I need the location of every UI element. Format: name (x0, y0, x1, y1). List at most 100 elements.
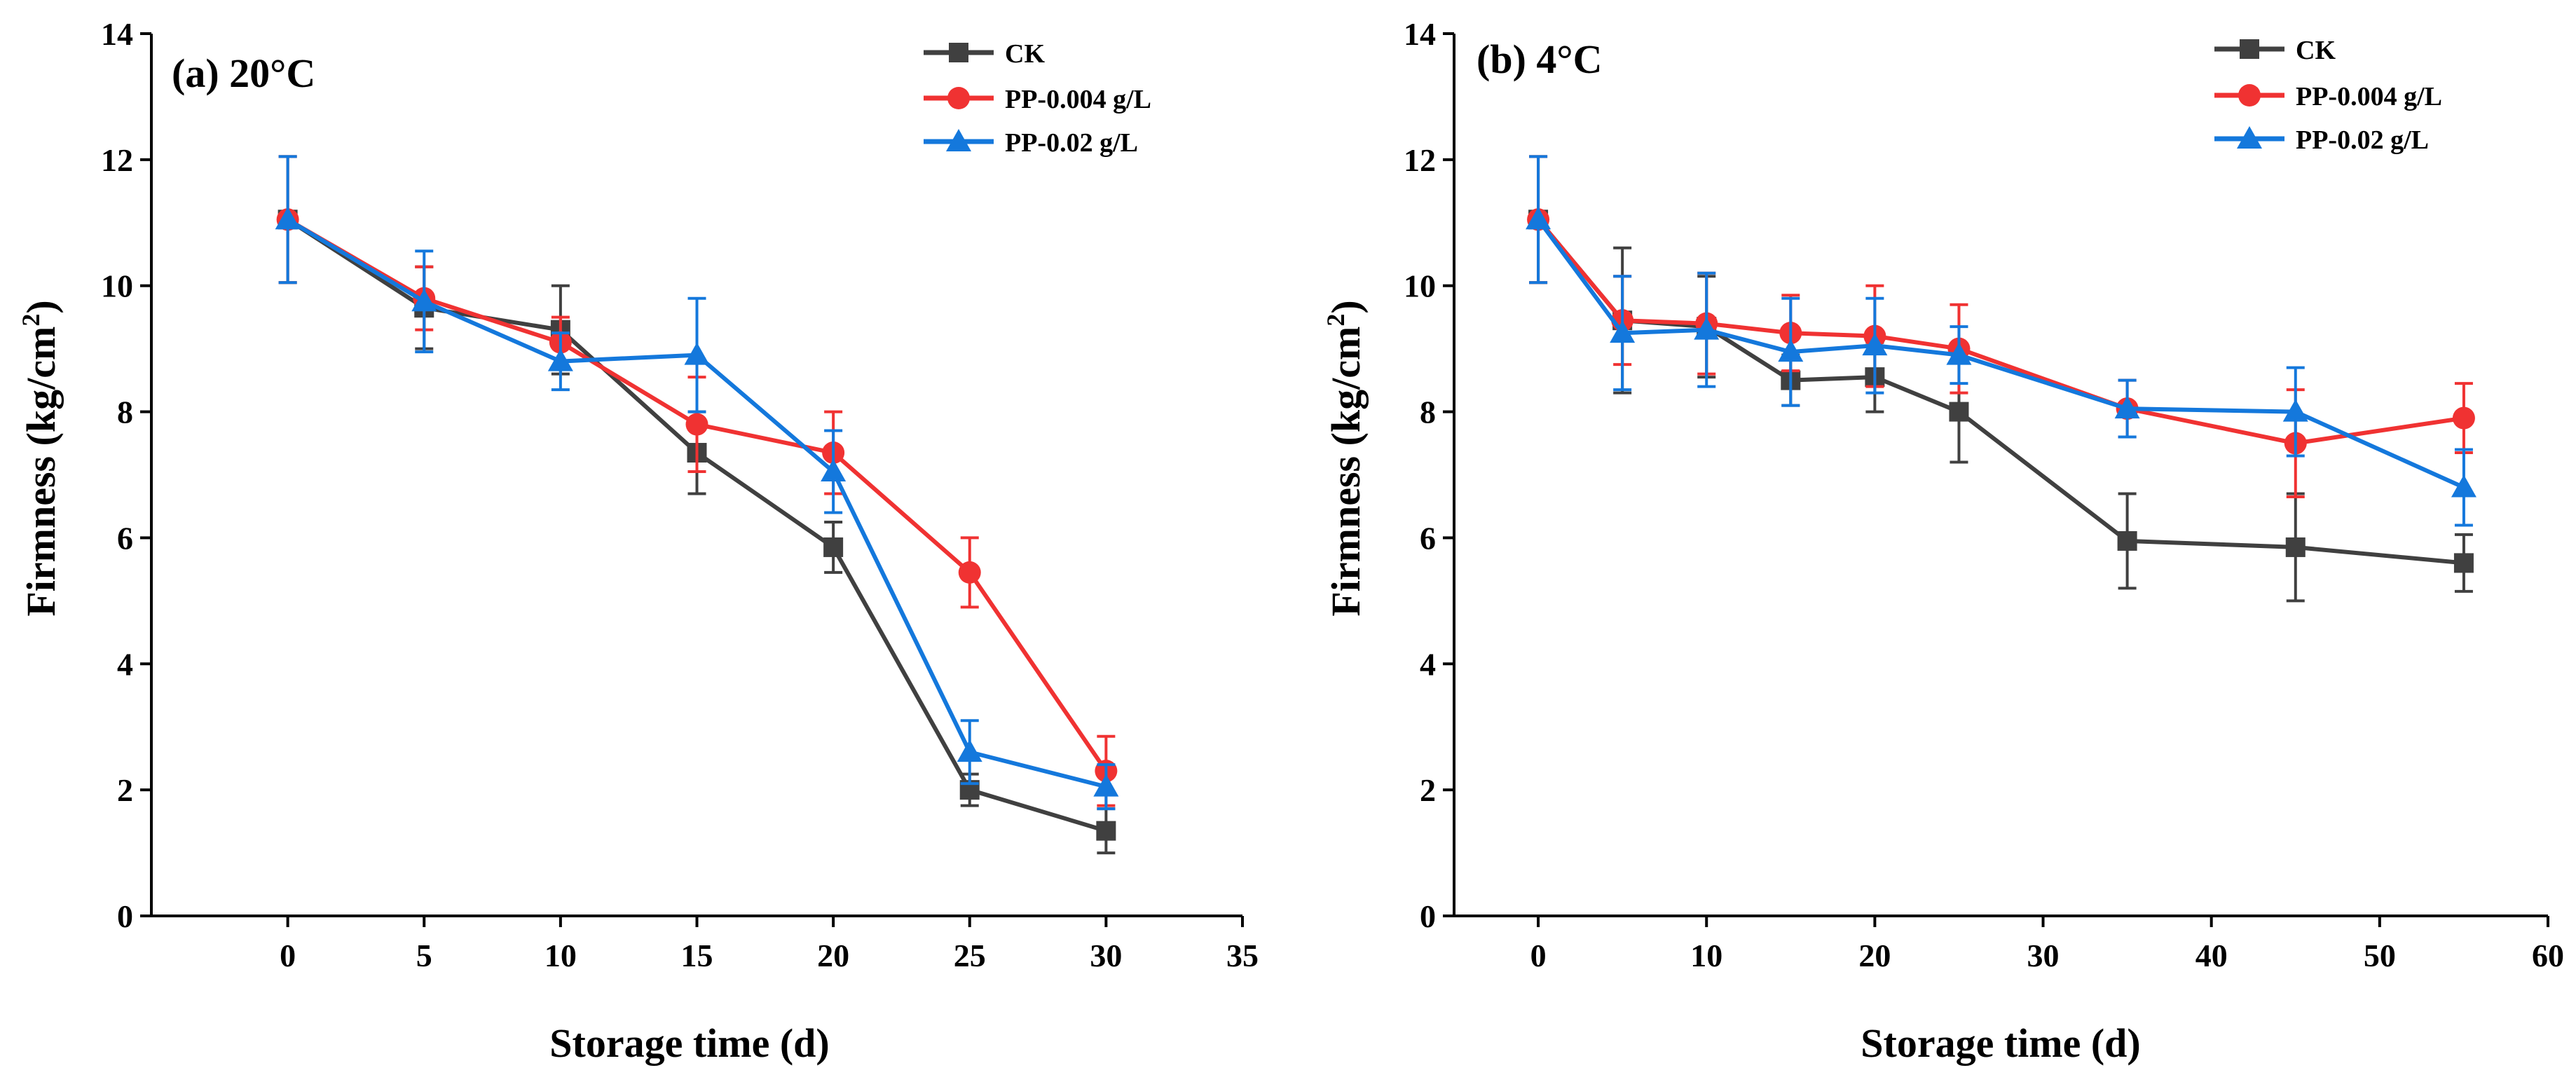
panel-a-y-tick-label: 2 (117, 772, 133, 808)
panel-b-axes (1453, 34, 2548, 917)
panel-a-title: (a) 20°C (172, 50, 315, 96)
panel-b-series-line-ck (1536, 218, 2465, 566)
panel-a-y-ticks: 0 2 4 6 8 10 12 14 (101, 16, 151, 934)
panel-b-y-tick-label: 6 (1420, 520, 1436, 556)
panel-a-legend-label-ck: CK (1005, 39, 1045, 69)
panel-b-y-tick-label: 4 (1420, 646, 1436, 682)
panel-b-y-axis-title-sup: 2 (1322, 314, 1350, 327)
panel-a-data-point-pp02 (1093, 774, 1119, 797)
panel-a-x-tick-label: 0 (280, 938, 296, 973)
panel-a-y-tick-label: 4 (117, 646, 133, 682)
panel-b-data-point-ck (2453, 553, 2474, 573)
panel-a-x-tick-label: 15 (681, 938, 713, 973)
panel-b-legend-item-pp004: PP-0.004 g/L (2214, 82, 2442, 111)
panel-b-data-point-pp02 (2282, 399, 2308, 422)
panel-b-title: (b) 4°C (1477, 36, 1602, 82)
panel-a-data-point-pp02 (821, 459, 847, 482)
panel-a-y-axis-title: Firmness (kg/cm2) (17, 300, 64, 616)
panel-a-x-axis-title: Storage time (d) (549, 1020, 829, 1066)
panel-b-y-axis-title-close: ) (1323, 300, 1369, 313)
panel-b-y-tick-label: 10 (1404, 268, 1436, 304)
panel-b-data-point-ck (2285, 537, 2306, 557)
panel-a-data-point-pp004 (685, 413, 708, 436)
panel-a-x-tick-label: 5 (416, 938, 432, 973)
panel-a-y-tick-label: 14 (101, 16, 133, 52)
panel-b-legend-item-pp02: PP-0.02 g/L (2214, 125, 2429, 155)
panel-b-data-point-pp02 (2114, 396, 2140, 419)
panel-b-y-tick-label: 14 (1404, 16, 1436, 52)
legend-square-marker (2240, 39, 2259, 59)
panel-a-y-axis-title-close: ) (18, 300, 64, 313)
panel-a-x-tick-label: 35 (1226, 938, 1259, 973)
panel-a-data-point-pp02 (411, 289, 437, 312)
panel-a-legend: CK PP-0.004 g/L PP-0.02 g/L (924, 39, 1151, 158)
panel-b-data-point-ck (2117, 530, 2137, 551)
panel-b-x-tick-label: 60 (2532, 938, 2564, 973)
panel-b-data-point-pp02 (1778, 339, 1804, 362)
panel-a-y-tick-label: 10 (101, 268, 133, 304)
panel-a-legend-item-pp004: PP-0.004 g/L (924, 85, 1151, 114)
panel-a-series-pp02 (275, 155, 1119, 811)
panel-a-data-point-pp02 (275, 207, 301, 230)
panel-b-series-line-pp02 (1536, 218, 2465, 490)
panel-b-x-ticks: 0 10 20 30 40 50 60 (1530, 916, 2564, 973)
panel-a-x-tick-label: 10 (544, 938, 577, 973)
panel-a-data-point-ck (823, 537, 844, 557)
panel-b-data-point-ck (1949, 402, 1969, 422)
panel-a-series-ck (278, 155, 1116, 855)
panel-a-legend-item-ck: CK (924, 39, 1045, 69)
panel-b-series (1526, 155, 2476, 603)
legend-triangle-marker (2237, 126, 2262, 149)
legend-circle-marker (947, 87, 970, 109)
panel-a-y-tick-label: 12 (101, 142, 133, 178)
panel-b-y-axis-title-main: Firmness (kg/cm (1323, 327, 1369, 617)
panel-b-y-tick-label: 0 (1420, 898, 1436, 934)
panel-a-y-axis-title-main: Firmness (kg/cm (18, 327, 64, 617)
panel-a-y-axis-title-sup: 2 (17, 314, 45, 327)
panel-a-data-point-ck (1096, 821, 1116, 841)
panel-b-series-ck (1528, 155, 2474, 603)
panel-b-y-axis-title: Firmness (kg/cm2) (1322, 300, 1369, 616)
panel-b-series-pp02 (1526, 155, 2476, 527)
panel-b-y-tick-label: 2 (1420, 772, 1436, 808)
panel-a-x-ticks: 0 5 10 15 20 25 30 35 (280, 916, 1259, 973)
panel-b-y-ticks: 0 2 4 6 8 10 12 14 (1404, 16, 1454, 934)
panel-a-y-tick-label: 8 (117, 395, 133, 430)
panel-a-data-point-pp004 (958, 561, 981, 584)
panel-a-x-tick-label: 25 (954, 938, 986, 973)
panel-a-20c: 0 2 4 6 8 10 12 14 0 5 10 15 20 25 30 35 (a) 20°C Stor… (17, 16, 1259, 1066)
panel-a-y-tick-label: 0 (117, 898, 133, 934)
panel-a-legend-item-pp02: PP-0.02 g/L (924, 128, 1138, 158)
panel-b-data-point-pp02 (1526, 207, 1551, 230)
panel-b-data-point-pp02 (1862, 333, 1888, 356)
panel-a-data-point-pp02 (547, 348, 573, 371)
panel-a-series (275, 155, 1119, 855)
panel-b-y-tick-label: 8 (1420, 395, 1436, 430)
panel-b-data-point-pp02 (1694, 317, 1720, 340)
panel-b-x-tick-label: 0 (1530, 938, 1547, 973)
panel-a-x-tick-label: 30 (1090, 938, 1122, 973)
panel-b-data-point-pp02 (2451, 474, 2476, 498)
panel-b-data-point-pp004 (2452, 406, 2475, 430)
panel-b-legend-label-pp004: PP-0.004 g/L (2296, 82, 2442, 111)
panel-a-data-point-pp02 (684, 342, 710, 365)
panel-b-x-axis-title: Storage time (d) (1861, 1020, 2140, 1066)
legend-circle-marker (2238, 84, 2261, 107)
legend-square-marker (949, 43, 968, 62)
legend-triangle-marker (946, 129, 971, 151)
panel-b-x-tick-label: 50 (2364, 938, 2396, 973)
panel-a-legend-label-pp004: PP-0.004 g/L (1005, 85, 1151, 114)
panel-b-legend-label-pp02: PP-0.02 g/L (2296, 125, 2429, 155)
panel-b-x-tick-label: 10 (1690, 938, 1722, 973)
panel-b-data-point-pp02 (1610, 320, 1636, 343)
panel-b-legend-label-ck: CK (2296, 36, 2336, 65)
panel-b-x-tick-label: 40 (2195, 938, 2228, 973)
panel-a-y-tick-label: 6 (117, 520, 133, 556)
panel-b-x-tick-label: 20 (1858, 938, 1891, 973)
panel-b-y-tick-label: 12 (1404, 142, 1436, 178)
panel-a-data-point-pp02 (957, 739, 982, 762)
panel-b-legend: CK PP-0.004 g/L PP-0.02 g/L (2214, 36, 2442, 155)
panel-b-legend-item-ck: CK (2214, 36, 2336, 65)
panel-a-legend-label-pp02: PP-0.02 g/L (1005, 128, 1138, 158)
